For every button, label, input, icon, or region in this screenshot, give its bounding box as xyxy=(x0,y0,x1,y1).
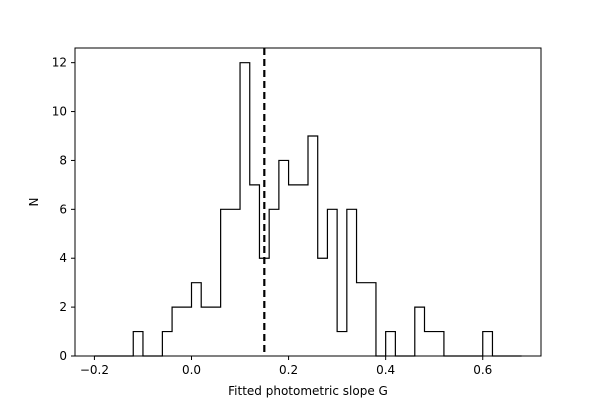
histogram-step-outline xyxy=(94,62,522,357)
axes-frame xyxy=(74,47,542,357)
x-tick-label: 0.6 xyxy=(473,363,492,377)
y-tick-label: 10 xyxy=(52,105,67,119)
y-tick-label: 2 xyxy=(59,300,67,314)
x-tick-label: 0.2 xyxy=(279,363,298,377)
y-tick-label: 6 xyxy=(59,202,67,216)
y-tick-label: 12 xyxy=(52,56,67,70)
y-tick-label: 0 xyxy=(59,349,67,363)
y-axis-ticks: 0 2 4 6 8 10 12 xyxy=(52,56,75,363)
x-tick-label: −0.2 xyxy=(80,363,109,377)
y-tick-label: 4 xyxy=(59,251,67,265)
plot-area xyxy=(94,48,522,357)
y-axis-label: N xyxy=(27,198,41,207)
x-axis-ticks: −0.2 0.0 0.2 0.4 0.6 xyxy=(80,356,492,377)
y-tick-label: 8 xyxy=(59,153,67,167)
x-tick-label: 0.4 xyxy=(376,363,395,377)
x-axis-label: Fitted photometric slope G xyxy=(228,384,388,398)
x-tick-label: 0.0 xyxy=(182,363,201,377)
